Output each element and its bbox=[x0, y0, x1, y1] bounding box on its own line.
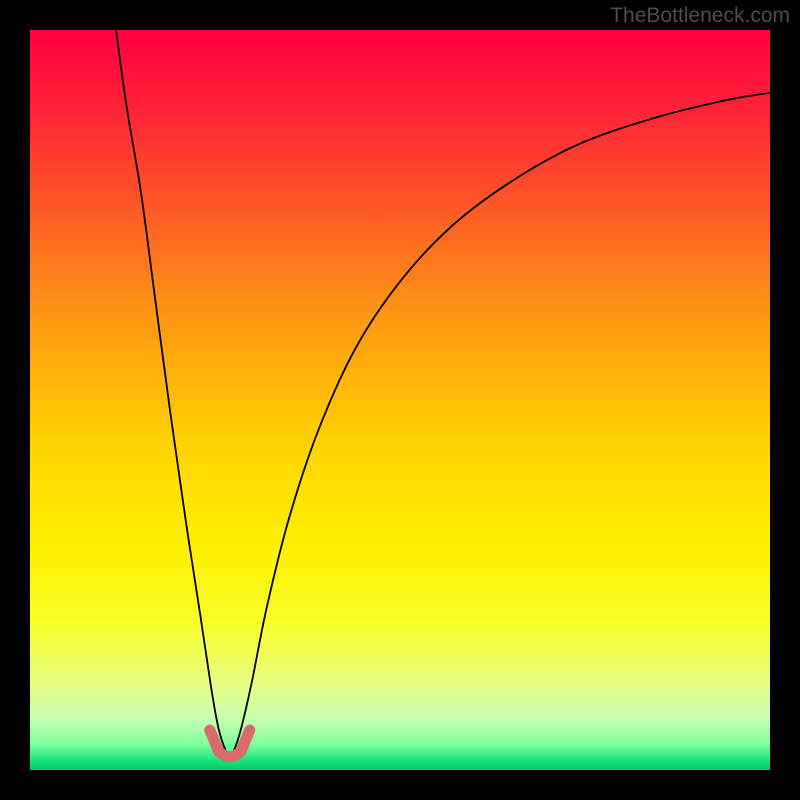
chart-container: TheBottleneck.com bbox=[0, 0, 800, 800]
bottleneck-chart bbox=[0, 0, 800, 800]
watermark-text: TheBottleneck.com bbox=[610, 4, 790, 28]
plot-background bbox=[30, 30, 770, 770]
